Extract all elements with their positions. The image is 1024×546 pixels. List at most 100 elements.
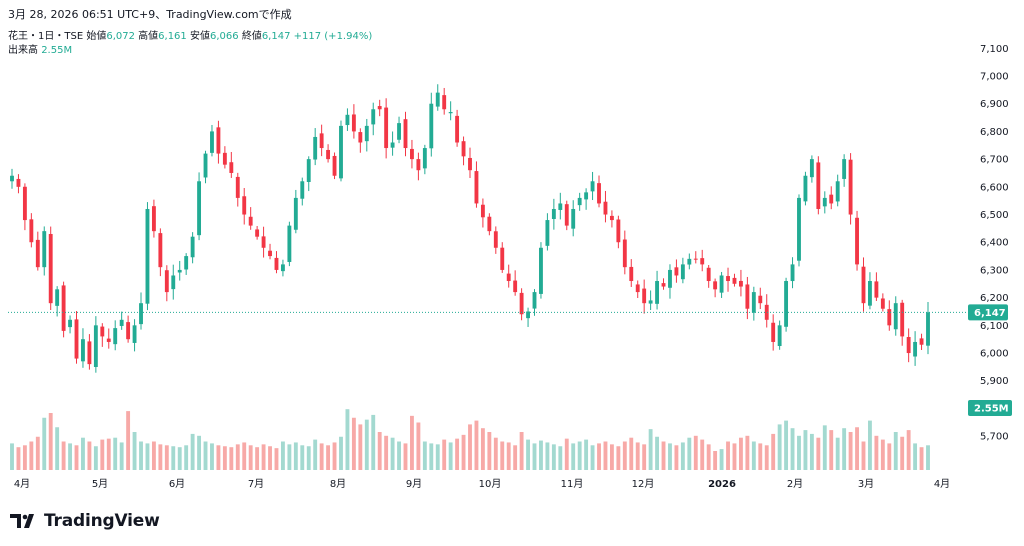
x-tick-label: 4月 <box>934 478 950 490</box>
candle-body <box>693 258 698 260</box>
volume-bar <box>680 442 685 470</box>
volume-bar <box>81 437 85 470</box>
candle <box>132 319 137 352</box>
y-tick-label: 5,700 <box>980 432 1009 443</box>
candle <box>848 153 853 225</box>
candle-body <box>177 269 182 273</box>
volume-bar <box>777 424 782 470</box>
x-tick-label: 12月 <box>632 478 655 490</box>
volume-bar <box>500 441 505 470</box>
candle <box>119 311 124 330</box>
candle <box>726 267 730 292</box>
volume-bar <box>222 446 227 470</box>
candle-body <box>293 197 298 230</box>
volume-bar <box>248 445 253 470</box>
volume-bar <box>210 443 214 470</box>
candle-body <box>319 133 324 149</box>
candle <box>674 259 679 283</box>
close-label: 終値 <box>241 31 262 42</box>
volume-bar <box>255 447 260 470</box>
volume-bar <box>848 432 853 470</box>
volume-bar <box>145 443 150 470</box>
y-tick-label: 6,700 <box>980 155 1009 166</box>
candle <box>661 278 666 290</box>
volume-bar <box>384 435 389 470</box>
volume-bar <box>687 437 692 470</box>
candle-body <box>609 215 614 221</box>
volume-bar <box>926 445 930 470</box>
candle-body <box>668 269 672 288</box>
volume-bar <box>371 414 376 470</box>
candle-body <box>113 328 118 345</box>
ohlc-legend: 花王・1日・TSE 始値6,072 高値6,161 安値6,066 終値6,14… <box>8 30 372 58</box>
volume-bar <box>139 441 143 470</box>
candle <box>803 171 808 206</box>
volume-bar <box>919 447 924 470</box>
candle-body <box>145 208 150 304</box>
candle <box>900 299 905 346</box>
x-axis[interactable]: 4月 5月 6月 7月 8月 9月 10月 11月 12月 2026 2月 3月 4月 <box>14 478 950 490</box>
candle-body <box>35 239 40 268</box>
volume-bar <box>216 445 221 470</box>
x-tick-label: 2月 <box>787 478 803 490</box>
y-tick-label: 6,400 <box>980 238 1009 249</box>
volume-bar <box>410 415 414 470</box>
candle-body <box>577 197 582 206</box>
candle-body <box>887 309 892 326</box>
tradingview-logo-icon <box>10 514 34 528</box>
candle <box>771 314 776 351</box>
volume-bar <box>622 441 627 470</box>
volume-bar <box>564 438 569 470</box>
candle <box>758 287 763 310</box>
last-price-tag: 6,147 <box>968 304 1008 321</box>
volume-bar <box>506 442 511 470</box>
candle <box>184 253 189 275</box>
x-tick-label: 3月 <box>858 478 874 490</box>
candle <box>751 286 756 321</box>
volume-bar <box>132 432 137 470</box>
candle-body <box>93 325 98 368</box>
candle-body <box>590 181 595 192</box>
volume-bar <box>713 451 718 470</box>
volume-label: 出来高 <box>8 45 38 56</box>
volume-bar <box>842 428 847 470</box>
volume-bar <box>874 435 879 470</box>
candle-body <box>526 311 530 319</box>
y-axis[interactable]: 7,100 7,000 6,900 6,800 6,700 6,600 6,500 6,400… <box>980 44 1009 443</box>
candle-body <box>326 149 331 160</box>
candle <box>887 300 892 331</box>
high-label: 高値 <box>138 31 159 42</box>
candle-body <box>816 162 821 209</box>
volume-bar <box>171 446 176 470</box>
volume-bar <box>468 424 472 470</box>
volume-bar <box>197 435 202 470</box>
y-tick-label: 6,000 <box>980 349 1009 360</box>
volume-bar <box>764 445 769 470</box>
change-value: +117 (+1.94%) <box>293 31 373 42</box>
candle <box>300 177 305 206</box>
candle-body <box>487 216 492 232</box>
y-tick-label: 7,000 <box>980 72 1009 83</box>
volume-bar <box>313 439 318 470</box>
candle <box>590 171 595 201</box>
candle <box>377 99 382 117</box>
volume-value: 2.55M <box>41 45 73 56</box>
candle <box>577 192 582 211</box>
price-chart[interactable]: 7,100 7,000 6,900 6,800 6,700 6,600 6,500 6,400… <box>0 0 1024 500</box>
candle <box>87 334 92 370</box>
volume-bar <box>151 441 156 470</box>
candle-body <box>829 194 834 204</box>
symbol-label[interactable]: 花王・1日・TSE <box>8 31 84 42</box>
candle <box>229 152 234 178</box>
candle <box>190 232 195 264</box>
volume-bar <box>771 433 776 470</box>
tradingview-logo[interactable]: TradingView <box>10 511 160 531</box>
candle-body <box>861 266 866 304</box>
volume-bar <box>119 442 124 470</box>
candle <box>242 188 247 225</box>
candle <box>616 215 621 249</box>
volume-bar <box>609 444 614 470</box>
candle <box>68 315 72 334</box>
volume-bar <box>661 441 666 470</box>
candle <box>74 311 79 364</box>
